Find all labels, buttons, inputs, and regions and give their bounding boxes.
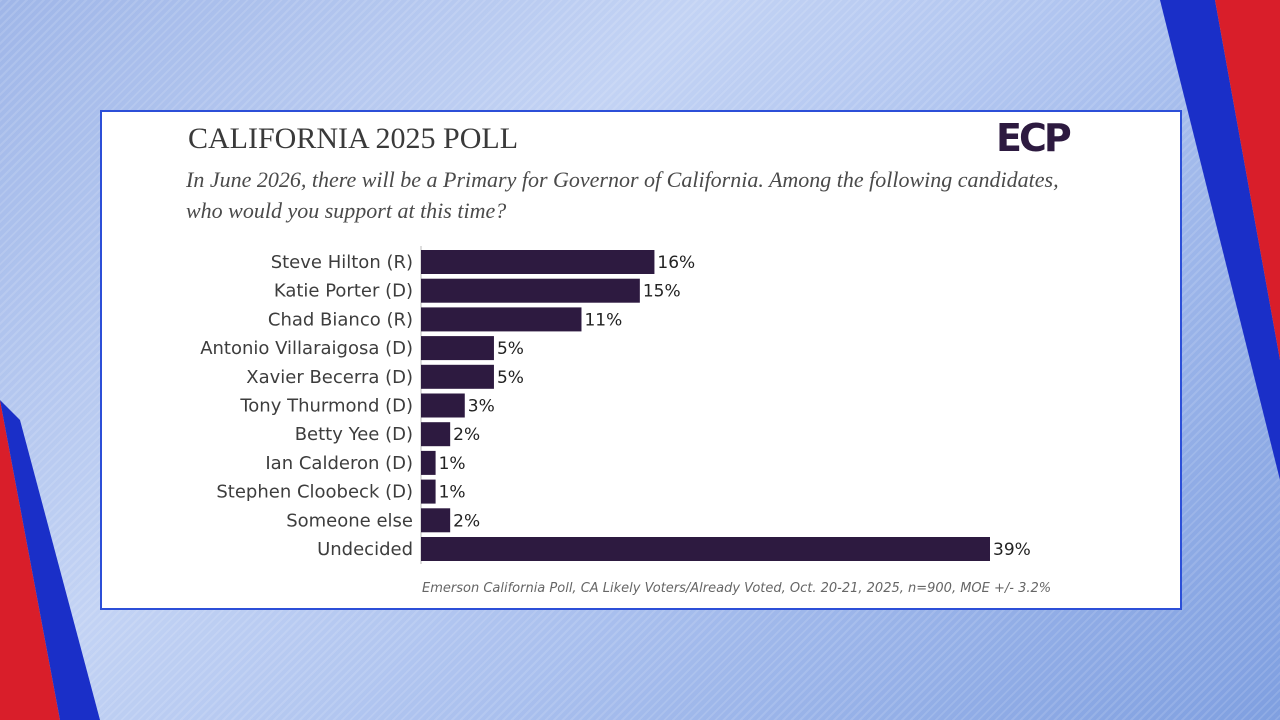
category-label: Katie Porter (D) xyxy=(274,281,413,302)
value-label: 2% xyxy=(453,425,480,445)
band-blue-left xyxy=(0,400,100,720)
bar xyxy=(421,393,465,418)
value-label: 1% xyxy=(439,454,466,474)
band-red-right xyxy=(1215,0,1280,360)
band-blue-right xyxy=(1160,0,1280,480)
category-label: Stephen Cloobeck (D) xyxy=(216,482,413,503)
value-label: 16% xyxy=(657,253,695,273)
value-label: 5% xyxy=(497,368,524,388)
category-label: Someone else xyxy=(286,510,413,531)
bar xyxy=(421,250,655,274)
chart-title: CALIFORNIA 2025 POLL xyxy=(188,122,518,155)
value-label: 5% xyxy=(497,339,524,359)
category-label: Steve Hilton (R) xyxy=(271,252,413,273)
bar xyxy=(421,450,436,475)
value-label: 39% xyxy=(993,540,1031,560)
source-note: Emerson California Poll, CA Likely Voter… xyxy=(422,581,1051,596)
bar xyxy=(421,479,436,504)
category-label: Chad Bianco (R) xyxy=(268,309,413,330)
category-label: Antonio Villaraigosa (D) xyxy=(200,338,413,359)
category-label: Ian Calderon (D) xyxy=(265,453,413,474)
value-label: 2% xyxy=(453,511,480,531)
bar xyxy=(421,537,990,561)
chart-panel xyxy=(100,110,1182,610)
bar xyxy=(421,422,451,447)
bar xyxy=(421,278,640,303)
bar xyxy=(421,364,494,389)
logo: ECP xyxy=(996,116,1071,160)
value-label: 11% xyxy=(584,310,622,330)
bar xyxy=(421,336,494,361)
category-label: Undecided xyxy=(317,539,413,560)
value-label: 15% xyxy=(643,282,681,302)
subtitle-box: In June 2026, there will be a Primary fo… xyxy=(186,167,1059,223)
value-label: 1% xyxy=(439,483,466,503)
bar xyxy=(421,307,582,332)
chart-subtitle: In June 2026, there will be a Primary fo… xyxy=(186,167,1059,223)
category-label: Betty Yee (D) xyxy=(295,424,413,445)
category-label: Tony Thurmond (D) xyxy=(239,396,413,417)
category-label: Xavier Becerra (D) xyxy=(246,367,413,388)
value-label: 3% xyxy=(468,397,495,417)
bar xyxy=(421,508,451,533)
